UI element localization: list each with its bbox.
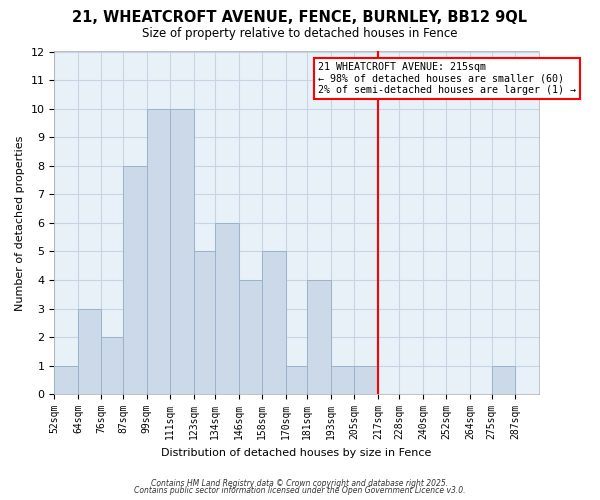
Bar <box>331 366 355 394</box>
Bar <box>215 223 239 394</box>
Bar <box>239 280 262 394</box>
Text: Contains public sector information licensed under the Open Government Licence v3: Contains public sector information licen… <box>134 486 466 495</box>
Y-axis label: Number of detached properties: Number of detached properties <box>15 135 25 310</box>
Bar <box>55 366 78 394</box>
Text: Size of property relative to detached houses in Fence: Size of property relative to detached ho… <box>142 28 458 40</box>
Bar <box>286 366 307 394</box>
Bar <box>170 108 194 394</box>
Bar <box>194 252 215 394</box>
Text: 21, WHEATCROFT AVENUE, FENCE, BURNLEY, BB12 9QL: 21, WHEATCROFT AVENUE, FENCE, BURNLEY, B… <box>73 10 527 25</box>
Bar <box>262 252 286 394</box>
Text: Contains HM Land Registry data © Crown copyright and database right 2025.: Contains HM Land Registry data © Crown c… <box>151 478 449 488</box>
X-axis label: Distribution of detached houses by size in Fence: Distribution of detached houses by size … <box>161 448 431 458</box>
Bar <box>491 366 515 394</box>
Text: 21 WHEATCROFT AVENUE: 215sqm
← 98% of detached houses are smaller (60)
2% of sem: 21 WHEATCROFT AVENUE: 215sqm ← 98% of de… <box>318 62 576 95</box>
Bar <box>146 108 170 394</box>
Bar <box>101 337 123 394</box>
Bar <box>307 280 331 394</box>
Bar <box>78 308 101 394</box>
Bar <box>355 366 378 394</box>
Bar <box>123 166 146 394</box>
